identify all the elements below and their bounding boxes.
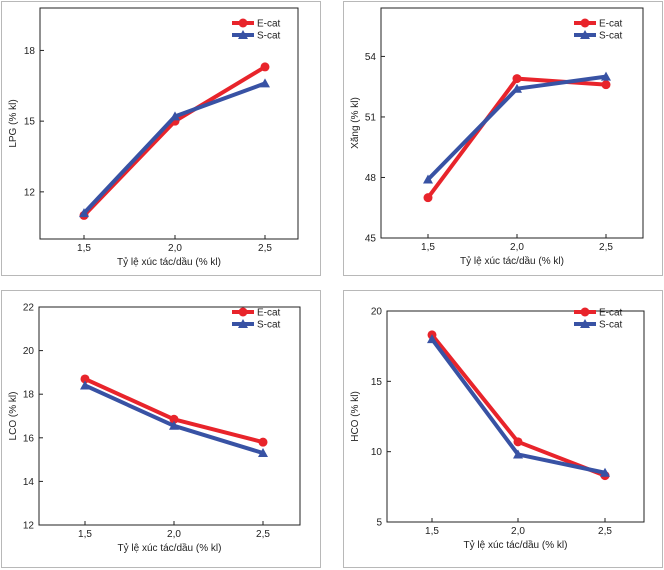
legend-label-s-cat: S-cat	[599, 31, 623, 42]
y-tick-label: 20	[23, 346, 35, 357]
x-tick-label: 2,0	[167, 529, 181, 540]
data-point-e-cat	[260, 62, 270, 72]
y-tick-label: 16	[23, 433, 35, 444]
y-axis-title: Xăng (% kl)	[350, 97, 361, 149]
y-tick-label: 54	[365, 52, 377, 63]
y-tick-label: 10	[371, 447, 383, 458]
x-tick-label: 1,5	[77, 243, 91, 254]
y-tick-label: 18	[23, 390, 35, 401]
y-tick-label: 20	[371, 307, 383, 318]
y-axis-title: LCO (% kl)	[8, 392, 19, 441]
legend-marker-s-cat	[238, 319, 248, 328]
plot-frame	[38, 306, 301, 526]
series-line-e-cat	[82, 65, 267, 217]
legend-label-s-cat: S-cat	[599, 320, 623, 331]
y-tick-label: 22	[23, 303, 35, 314]
series-line-e-cat	[426, 76, 607, 199]
data-point-s-cat	[258, 448, 268, 458]
data-point-s-cat	[79, 208, 89, 218]
chart-svg-lpg: 12 15 18 1,5 2,0 2,5 Tỷ lệ xúc tác/dầu (% kl) L…	[8, 7, 299, 268]
legend-marker-e-cat	[580, 307, 590, 317]
legend-marker-e-cat	[238, 307, 248, 317]
x-axis-title: Tỷ lệ xúc tác/dầu (% kl)	[118, 542, 222, 554]
data-point-e-cat	[512, 74, 522, 84]
legend-marker-s-cat	[238, 30, 248, 39]
x-tick-label: 2,5	[598, 526, 612, 537]
x-tick-label: 2,5	[256, 529, 270, 540]
x-tick-label: 2,5	[599, 242, 613, 253]
legend-label-s-cat: S-cat	[257, 31, 281, 42]
chart-panel-lco: 12 14 16 18 20 22 1,5 2,0 2,5 Tỷ lệ xúc tác/dầu (…	[1, 290, 321, 568]
y-tick-label: 12	[23, 521, 35, 532]
y-tick-label: 12	[24, 187, 36, 198]
data-point-e-cat	[601, 80, 611, 90]
x-tick-label: 2,0	[510, 242, 524, 253]
data-point-s-cat	[600, 467, 610, 477]
data-point-s-cat	[80, 380, 90, 390]
y-axis-title: HCO (% kl)	[350, 391, 361, 442]
y-tick-label: 45	[365, 234, 377, 245]
x-tick-label: 1,5	[78, 529, 92, 540]
x-axis-title: Tỷ lệ xúc tác/dầu (% kl)	[464, 539, 568, 551]
y-tick-label: 15	[24, 117, 36, 128]
data-point-s-cat	[512, 83, 522, 93]
x-axis-title: Tỷ lệ xúc tác/dầu (% kl)	[117, 256, 221, 268]
legend-label-s-cat: S-cat	[257, 320, 281, 331]
y-tick-label: 5	[376, 518, 382, 529]
plot-frame	[386, 310, 645, 523]
legend-marker-e-cat	[238, 18, 248, 28]
series-line-s-cat	[82, 81, 266, 215]
x-tick-label: 2,5	[258, 243, 272, 254]
series-line-e-cat	[84, 377, 264, 445]
plot-frame	[380, 7, 644, 239]
data-point-s-cat	[601, 71, 611, 81]
legend-marker-s-cat	[580, 319, 590, 328]
legend-marker-e-cat	[580, 18, 590, 28]
data-point-s-cat	[423, 174, 433, 184]
data-point-s-cat	[169, 420, 179, 430]
data-point-s-cat	[513, 449, 523, 459]
x-tick-label: 1,5	[421, 242, 435, 253]
legend-label-e-cat: E-cat	[257, 308, 281, 319]
chart-svg-lco: 12 14 16 18 20 22 1,5 2,0 2,5 Tỷ lệ xúc tác/dầu (…	[8, 303, 301, 554]
data-point-s-cat	[170, 111, 180, 121]
data-point-s-cat	[260, 78, 270, 88]
data-point-e-cat	[169, 414, 179, 424]
data-point-e-cat	[513, 437, 523, 447]
legend-label-e-cat: E-cat	[599, 19, 623, 30]
y-tick-label: 15	[371, 377, 383, 388]
chart-svg-xang: 45 48 51 54 1,5 2,0 2,5 Tỷ lệ xúc tác/dầu (% kl…	[350, 7, 644, 267]
y-tick-label: 48	[365, 173, 377, 184]
legend-label-e-cat: E-cat	[599, 308, 623, 319]
y-tick-label: 51	[365, 112, 377, 123]
legend-label-e-cat: E-cat	[257, 19, 281, 30]
chart-panel-xang: 45 48 51 54 1,5 2,0 2,5 Tỷ lệ xúc tác/dầu (% kl…	[343, 1, 663, 276]
y-axis-title: LPG (% kl)	[8, 99, 19, 147]
legend-marker-s-cat	[580, 30, 590, 39]
x-tick-label: 2,0	[511, 526, 525, 537]
data-point-e-cat	[423, 193, 433, 203]
chart-svg-hco: 5 10 15 20 1,5 2,0 2,5 Tỷ lệ xúc tác/dầu (% kl)…	[350, 307, 645, 551]
x-tick-label: 1,5	[425, 526, 439, 537]
plot-frame	[39, 7, 299, 240]
x-tick-label: 2,0	[168, 243, 182, 254]
y-tick-label: 18	[24, 46, 36, 57]
data-point-e-cat	[80, 374, 90, 384]
data-point-e-cat	[258, 437, 268, 447]
x-axis-title: Tỷ lệ xúc tác/dầu (% kl)	[460, 255, 564, 267]
y-tick-label: 14	[23, 477, 35, 488]
data-point-s-cat	[427, 334, 437, 344]
chart-panel-lpg: 12 15 18 1,5 2,0 2,5 Tỷ lệ xúc tác/dầu (% kl) L…	[1, 1, 321, 276]
chart-panel-hco: 5 10 15 20 1,5 2,0 2,5 Tỷ lệ xúc tác/dầu (% kl)…	[343, 290, 663, 568]
